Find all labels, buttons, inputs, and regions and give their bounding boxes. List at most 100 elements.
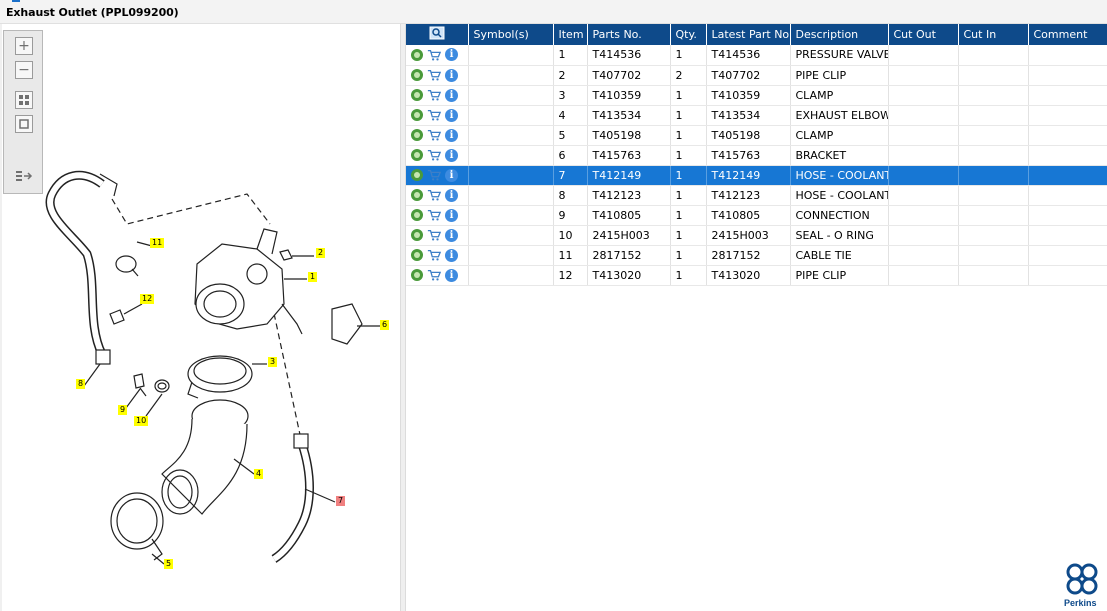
info-icon[interactable]: i — [445, 108, 458, 122]
cell-cut-out — [888, 165, 959, 186]
gear-icon[interactable] — [411, 129, 423, 141]
callout-8[interactable]: 8 — [76, 379, 86, 389]
zoom-out-button[interactable]: − — [15, 61, 33, 79]
gear-icon[interactable] — [411, 149, 423, 161]
cell-cut-out — [888, 45, 959, 66]
cart-icon[interactable] — [427, 248, 441, 262]
callout-5[interactable]: 5 — [164, 559, 174, 569]
cell-cut-in — [958, 205, 1029, 226]
cell-latest-part-no: T407702 — [706, 65, 791, 86]
callout-12[interactable]: 12 — [140, 294, 155, 304]
zoom-in-button[interactable]: + — [15, 37, 33, 55]
callout-10[interactable]: 10 — [134, 416, 149, 426]
callout-3[interactable]: 3 — [268, 357, 278, 367]
callout-6[interactable]: 6 — [380, 320, 390, 330]
info-icon[interactable]: i — [445, 68, 458, 82]
cell-parts-no: T412123 — [587, 185, 671, 206]
table-row[interactable]: i 8 T412123 1 T412123 HOSE - COOLANT — [406, 185, 1107, 206]
info-icon[interactable]: i — [445, 248, 458, 262]
table-row[interactable]: i 11 2817152 1 2817152 CABLE TIE — [406, 245, 1107, 266]
title-accent — [12, 0, 20, 2]
table-row[interactable]: i 4 T413534 1 T413534 EXHAUST ELBOW — [406, 105, 1107, 126]
info-icon[interactable]: i — [445, 128, 458, 142]
info-icon[interactable]: i — [445, 188, 458, 202]
table-row[interactable]: i 1 T414536 1 T414536 PRESSURE VALVE — [406, 45, 1107, 66]
fit-all-button[interactable] — [15, 91, 33, 109]
cart-icon[interactable] — [427, 208, 441, 222]
info-icon[interactable]: i — [445, 228, 458, 242]
actual-size-button[interactable] — [15, 115, 33, 133]
column-header-qty[interactable]: Qty. — [670, 24, 707, 45]
plus-icon: + — [18, 38, 30, 54]
illustration-panel[interactable]: 1 2 3 4 5 6 7 8 9 10 11 12 + − — [2, 24, 400, 611]
cell-cut-out — [888, 125, 959, 146]
info-icon[interactable]: i — [445, 268, 458, 282]
info-icon[interactable]: i — [445, 208, 458, 222]
cell-parts-no: 2415H003 — [587, 225, 671, 246]
cell-description: PRESSURE VALVE — [790, 45, 889, 66]
column-header-cut-out[interactable]: Cut Out — [888, 24, 959, 45]
gear-icon[interactable] — [411, 169, 423, 181]
cell-item: 7 — [553, 165, 588, 186]
info-icon[interactable]: i — [445, 88, 458, 102]
info-icon[interactable]: i — [445, 168, 458, 182]
gear-icon[interactable] — [411, 109, 423, 121]
info-icon[interactable]: i — [445, 148, 458, 162]
cart-icon[interactable] — [427, 48, 441, 62]
column-header-cut-in[interactable]: Cut In — [958, 24, 1029, 45]
table-row[interactable]: i 6 T415763 1 T415763 BRACKET — [406, 145, 1107, 166]
row-actions-cell: i — [406, 225, 469, 246]
cell-latest-part-no: 2817152 — [706, 245, 791, 266]
gear-icon[interactable] — [411, 209, 423, 221]
table-row[interactable]: i 10 2415H003 1 2415H003 SEAL - O RING — [406, 225, 1107, 246]
cell-symbols — [468, 185, 554, 206]
table-row[interactable]: i 2 T407702 2 T407702 PIPE CLIP — [406, 65, 1107, 86]
gear-icon[interactable] — [411, 189, 423, 201]
column-header-parts-no[interactable]: Parts No. — [587, 24, 671, 45]
table-row[interactable]: i 7 T412149 1 T412149 HOSE - COOLANT — [406, 165, 1107, 186]
column-header-item[interactable]: Item — [553, 24, 588, 45]
gear-icon[interactable] — [411, 89, 423, 101]
cell-comment — [1028, 225, 1107, 246]
cell-description: PIPE CLIP — [790, 65, 889, 86]
cart-icon[interactable] — [427, 88, 441, 102]
gear-icon[interactable] — [411, 229, 423, 241]
callout-11[interactable]: 11 — [150, 238, 165, 248]
gear-icon[interactable] — [411, 69, 423, 81]
cart-icon[interactable] — [427, 128, 441, 142]
actual-size-icon — [19, 119, 29, 129]
cell-parts-no: T415763 — [587, 145, 671, 166]
cell-comment — [1028, 105, 1107, 126]
cell-item: 10 — [553, 225, 588, 246]
table-row[interactable]: i 3 T410359 1 T410359 CLAMP — [406, 85, 1107, 106]
panel-splitter[interactable] — [400, 24, 406, 611]
cell-cut-out — [888, 105, 959, 126]
export-button[interactable] — [15, 167, 33, 185]
callout-1[interactable]: 1 — [308, 272, 318, 282]
cart-icon[interactable] — [427, 148, 441, 162]
cart-icon[interactable] — [427, 228, 441, 242]
cell-qty: 2 — [670, 65, 707, 86]
row-actions-cell: i — [406, 65, 469, 86]
column-header-description[interactable]: Description — [790, 24, 889, 45]
column-header-symbols[interactable]: Symbol(s) — [468, 24, 554, 45]
cart-icon[interactable] — [427, 168, 441, 182]
column-header-icons[interactable] — [406, 24, 469, 45]
gear-icon[interactable] — [411, 48, 423, 61]
cart-icon[interactable] — [427, 68, 441, 82]
callout-9[interactable]: 9 — [118, 405, 128, 415]
callout-7[interactable]: 7 — [336, 496, 346, 506]
cart-icon[interactable] — [427, 268, 441, 282]
callout-2[interactable]: 2 — [316, 248, 326, 258]
column-header-latest-part-no[interactable]: Latest Part No. — [706, 24, 791, 45]
callout-4[interactable]: 4 — [254, 469, 264, 479]
info-icon[interactable]: i — [445, 48, 458, 62]
gear-icon[interactable] — [411, 249, 423, 261]
cart-icon[interactable] — [427, 188, 441, 202]
table-row[interactable]: i 5 T405198 1 T405198 CLAMP — [406, 125, 1107, 146]
table-row[interactable]: i 9 T410805 1 T410805 CONNECTION — [406, 205, 1107, 226]
column-header-comment[interactable]: Comment — [1028, 24, 1107, 45]
gear-icon[interactable] — [411, 269, 423, 281]
cart-icon[interactable] — [427, 108, 441, 122]
table-row[interactable]: i 12 T413020 1 T413020 PIPE CLIP — [406, 265, 1107, 286]
